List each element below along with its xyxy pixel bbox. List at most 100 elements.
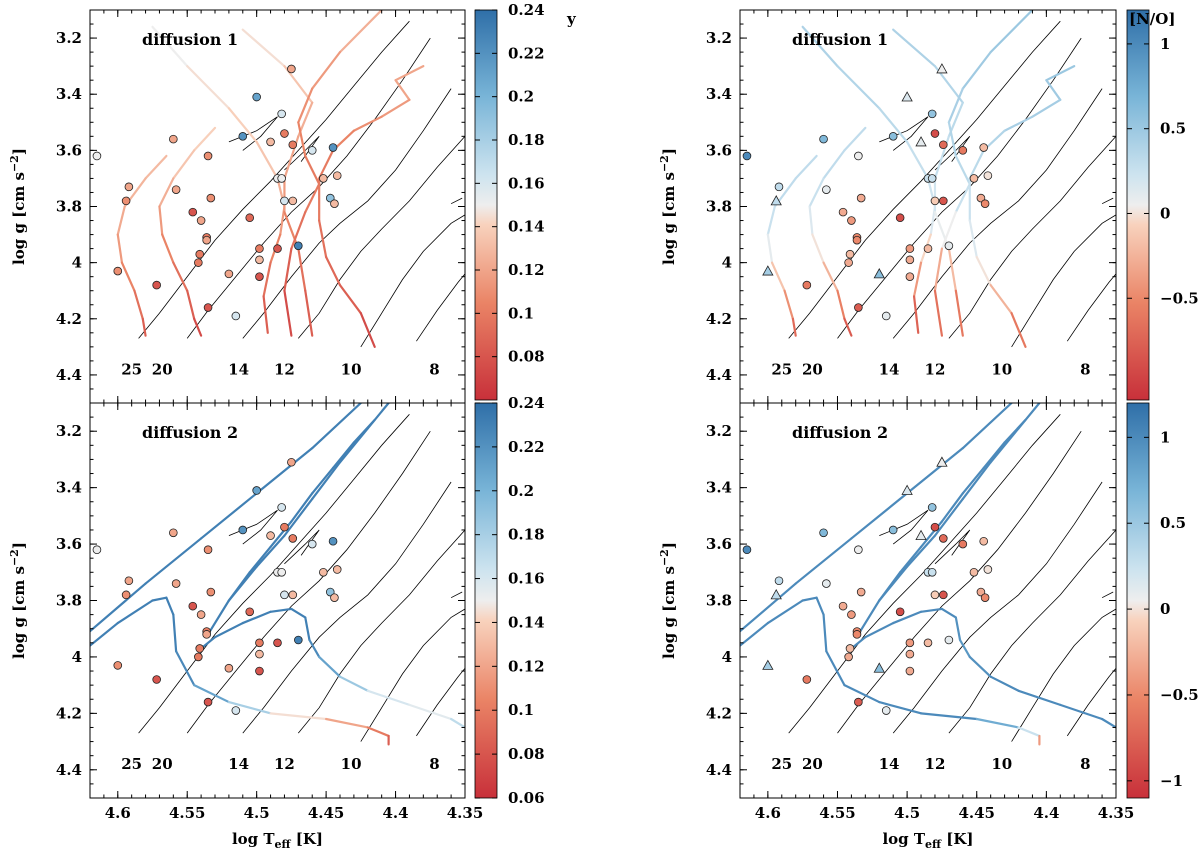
x-tick-label: 4.6 bbox=[105, 804, 131, 822]
star-marker-32 bbox=[288, 196, 298, 206]
track-segment bbox=[815, 596, 825, 616]
x-tick-label: 4.45 bbox=[308, 804, 345, 822]
x-tick-label: 4.35 bbox=[1098, 804, 1135, 822]
track-segment bbox=[850, 492, 909, 540]
star-marker-16 bbox=[224, 663, 234, 673]
star-marker-22 bbox=[255, 255, 264, 265]
track-segment bbox=[975, 717, 1020, 729]
track-segment bbox=[1031, 98, 1062, 118]
track-segment bbox=[961, 461, 992, 501]
star-marker-21 bbox=[255, 638, 264, 648]
star-marker-4 bbox=[152, 675, 161, 684]
y-tick-label: 3.2 bbox=[706, 29, 732, 47]
star-marker-30 bbox=[277, 174, 286, 183]
track-segment bbox=[919, 607, 944, 613]
mass-label: 25 bbox=[771, 360, 792, 378]
star-marker-15 bbox=[203, 303, 213, 312]
track-segment bbox=[172, 261, 189, 292]
track-segment bbox=[450, 717, 465, 729]
track-segment bbox=[811, 233, 825, 264]
plot-area bbox=[740, 403, 1116, 746]
y-tick-label: 4.2 bbox=[56, 310, 82, 328]
y-tick-label: 3.6 bbox=[706, 535, 732, 553]
colorbar-label: y bbox=[566, 10, 577, 28]
star-marker-33 bbox=[307, 146, 317, 155]
star-marker-40 bbox=[332, 171, 342, 180]
track-segment bbox=[290, 607, 307, 619]
track-segment bbox=[968, 149, 985, 180]
track-segment bbox=[912, 295, 920, 334]
diffusion-track-1 bbox=[158, 126, 217, 337]
star-marker-10 bbox=[206, 193, 216, 203]
track-segment bbox=[227, 700, 272, 715]
star-marker-37 bbox=[979, 143, 989, 152]
star-marker-26 bbox=[280, 522, 289, 532]
evolution-track-4 bbox=[1011, 214, 1116, 348]
star-marker-25 bbox=[277, 503, 286, 512]
evolution-track-3 bbox=[948, 529, 1116, 734]
star-marker-8 bbox=[196, 216, 206, 225]
track-segment bbox=[1045, 65, 1076, 82]
star-marker-2 bbox=[121, 590, 131, 600]
y-tick-label: 3.2 bbox=[56, 29, 82, 47]
colorbar-no_bottom: 1 0.5 0 −0.5 −1 bbox=[1126, 402, 1199, 799]
colorbar-y_top: 0.24 0.22 0.2 0.18 0.16 0.14 0.12 0.1 0.08 y bbox=[474, 1, 577, 401]
star-marker-39 bbox=[330, 199, 339, 208]
evolution-track-8 bbox=[450, 591, 463, 599]
track-segment bbox=[290, 211, 307, 250]
star-marker-28 bbox=[939, 534, 948, 543]
track-segment bbox=[308, 638, 321, 659]
star-marker-15 bbox=[203, 697, 213, 707]
star-marker-28 bbox=[939, 140, 948, 150]
star-marker-28 bbox=[288, 534, 298, 543]
track-segment bbox=[311, 51, 342, 90]
track-segment bbox=[186, 65, 230, 110]
track-segment bbox=[338, 10, 383, 54]
x-tick-label: 4.4 bbox=[1033, 804, 1059, 822]
mass-label: 8 bbox=[429, 755, 439, 773]
star-marker-16 bbox=[224, 269, 234, 279]
track-segment bbox=[1003, 418, 1027, 444]
star-marker-3 bbox=[113, 266, 123, 276]
track-segment bbox=[318, 655, 342, 678]
y-axis-title-main: log g [cm s bbox=[660, 172, 678, 265]
star-marker-14 bbox=[194, 652, 203, 662]
track-segment bbox=[878, 571, 902, 602]
track-segment bbox=[241, 28, 286, 68]
star-marker-24 bbox=[287, 457, 296, 467]
star-marker-3 bbox=[762, 659, 774, 670]
star-marker-17 bbox=[231, 311, 241, 321]
star-marker-3 bbox=[113, 661, 123, 670]
track-segment bbox=[968, 655, 992, 678]
diffusion-track-4 bbox=[283, 10, 383, 337]
track-segment bbox=[899, 545, 923, 574]
star-marker-16 bbox=[873, 662, 885, 673]
evolution-track-0 bbox=[788, 414, 1061, 734]
star-marker-19 bbox=[901, 484, 913, 495]
y-axis-title-main: log g [cm s bbox=[10, 566, 28, 659]
track-segment bbox=[822, 261, 839, 292]
track-segment bbox=[783, 289, 795, 320]
track-segment bbox=[144, 154, 168, 180]
y-tick-label: 4.4 bbox=[706, 761, 732, 779]
evolution-track-1 bbox=[837, 37, 1082, 339]
track-segment bbox=[151, 596, 168, 602]
track-segment bbox=[808, 205, 814, 236]
mass-label: 10 bbox=[341, 360, 362, 378]
track-segment bbox=[822, 149, 846, 180]
star-marker-14 bbox=[844, 652, 853, 662]
diffusion-track-1 bbox=[850, 607, 1116, 729]
track-segment bbox=[1003, 115, 1034, 132]
star-marker-37 bbox=[328, 143, 338, 152]
star-marker-14 bbox=[194, 258, 203, 267]
y-tick-label: 3.6 bbox=[56, 535, 82, 553]
colorbar-tick-label: 0.14 bbox=[508, 613, 545, 631]
track-segment bbox=[843, 317, 853, 337]
track-segment bbox=[304, 289, 314, 337]
y-tick-label: 4.2 bbox=[706, 704, 732, 722]
star-marker-22 bbox=[905, 649, 915, 659]
track-segment bbox=[912, 261, 923, 298]
track-segment bbox=[151, 25, 189, 68]
mass-label: 20 bbox=[802, 360, 823, 378]
star-marker-37 bbox=[328, 536, 338, 546]
